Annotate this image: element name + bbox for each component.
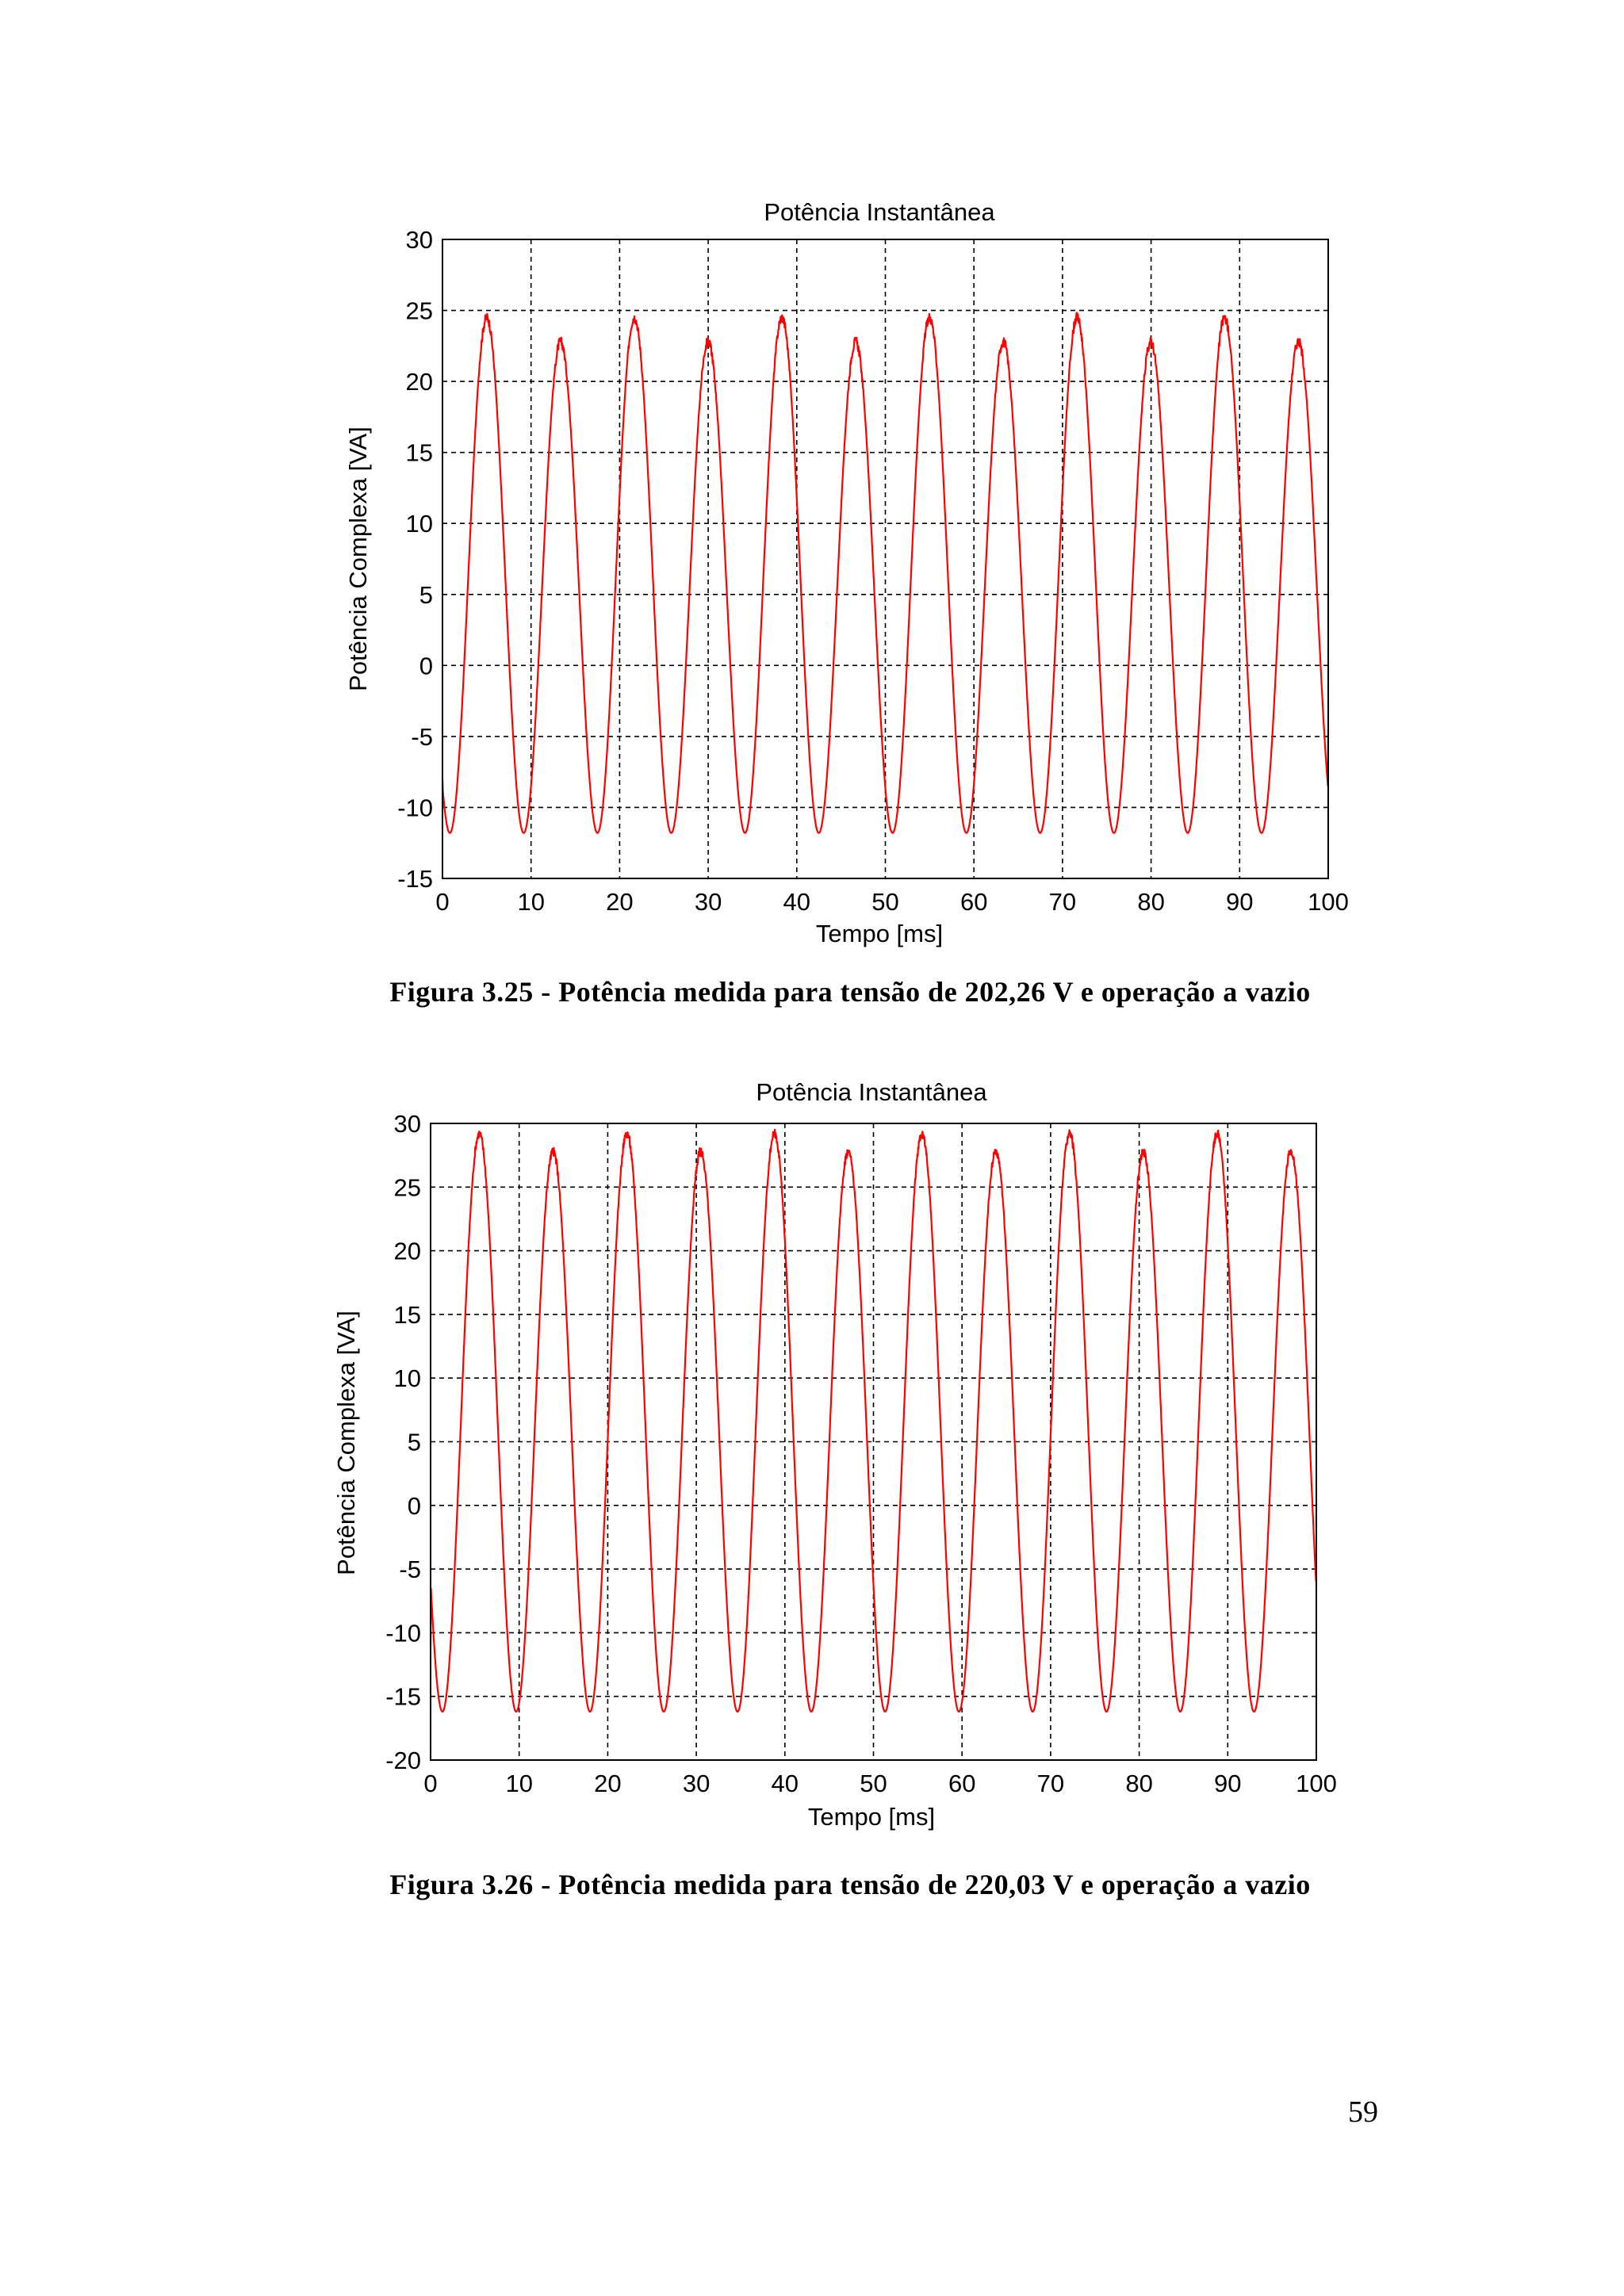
x-tick-label: 40 [772, 1770, 799, 1797]
x-tick-label: 10 [517, 888, 544, 916]
y-tick-label: 25 [394, 1173, 421, 1201]
figure-3-25-chart: Potência Instantânea -15 -10 -5 0 5 10 15 20 25 3… [344, 198, 1349, 947]
chart-title: Potência Instantânea [756, 1078, 987, 1106]
y-tick-label: -10 [385, 1619, 421, 1647]
page-number: 59 [1348, 2095, 1378, 2129]
y-tick-label: 25 [406, 297, 433, 325]
y-tick-label: 0 [408, 1492, 421, 1520]
x-tick-label: 20 [606, 888, 633, 916]
x-tick-label: 90 [1226, 888, 1253, 916]
y-tick-label: 15 [394, 1301, 421, 1329]
figure-caption-3-25: Figura 3.25 - Potência medida para tensã… [389, 976, 1311, 1008]
y-tick-label: -5 [411, 723, 433, 751]
x-tick-label: 0 [435, 888, 449, 916]
x-tick-label: 40 [783, 888, 810, 916]
y-axis-label: Potência Complexa [VA] [344, 427, 372, 691]
y-tick-label: -5 [399, 1556, 421, 1583]
y-tick-label: 20 [394, 1238, 421, 1265]
x-tick-label: 80 [1137, 888, 1164, 916]
x-tick-label: 90 [1214, 1770, 1241, 1797]
axes-box [442, 239, 1329, 879]
x-tick-label: 50 [860, 1770, 887, 1797]
y-tick-label: -20 [385, 1747, 421, 1774]
y-tick-label: 15 [406, 439, 433, 467]
x-axis-label: Tempo [ms] [808, 1803, 935, 1831]
y-tick-label: 30 [394, 1110, 421, 1138]
y-axis-label: Potência Complexa [VA] [332, 1311, 360, 1575]
y-tick-label: -10 [397, 794, 433, 821]
figure-caption-3-26: Figura 3.26 - Potência medida para tensã… [389, 1869, 1311, 1900]
x-tick-label: 10 [505, 1770, 532, 1797]
x-tick-label: 60 [960, 888, 987, 916]
chart-title: Potência Instantânea [764, 198, 995, 226]
x-tick-label: 70 [1037, 1770, 1064, 1797]
axes-box [430, 1123, 1317, 1761]
x-tick-label: 20 [594, 1770, 621, 1797]
y-tick-label: -15 [385, 1683, 421, 1711]
y-tick-label: 5 [419, 581, 433, 609]
x-axis-label: Tempo [ms] [816, 920, 943, 947]
x-tick-label: 70 [1049, 888, 1076, 916]
y-tick-label: 10 [394, 1364, 421, 1392]
x-tick-label: 100 [1308, 888, 1349, 916]
y-tick-label: 0 [419, 652, 433, 679]
y-tick-label: 30 [406, 226, 433, 254]
x-tick-label: 100 [1296, 1770, 1337, 1797]
y-tick-label: 5 [408, 1429, 421, 1456]
x-tick-label: 60 [948, 1770, 975, 1797]
series-line-potencia-instantanea [441, 312, 1330, 834]
x-tick-label: 80 [1125, 1770, 1152, 1797]
figure-3-26-chart: Potência Instantânea -20 -15 -10 -5 0 5 10 15 20… [332, 1078, 1337, 1831]
x-tick-label: 30 [683, 1770, 710, 1797]
x-tick-label: 30 [695, 888, 722, 916]
x-tick-label: 0 [423, 1770, 437, 1797]
series-line-potencia-instantanea [429, 1128, 1318, 1713]
y-tick-label: 10 [406, 510, 433, 538]
x-tick-label: 50 [871, 888, 898, 916]
y-tick-label: 20 [406, 368, 433, 396]
y-tick-label: -15 [397, 865, 433, 893]
